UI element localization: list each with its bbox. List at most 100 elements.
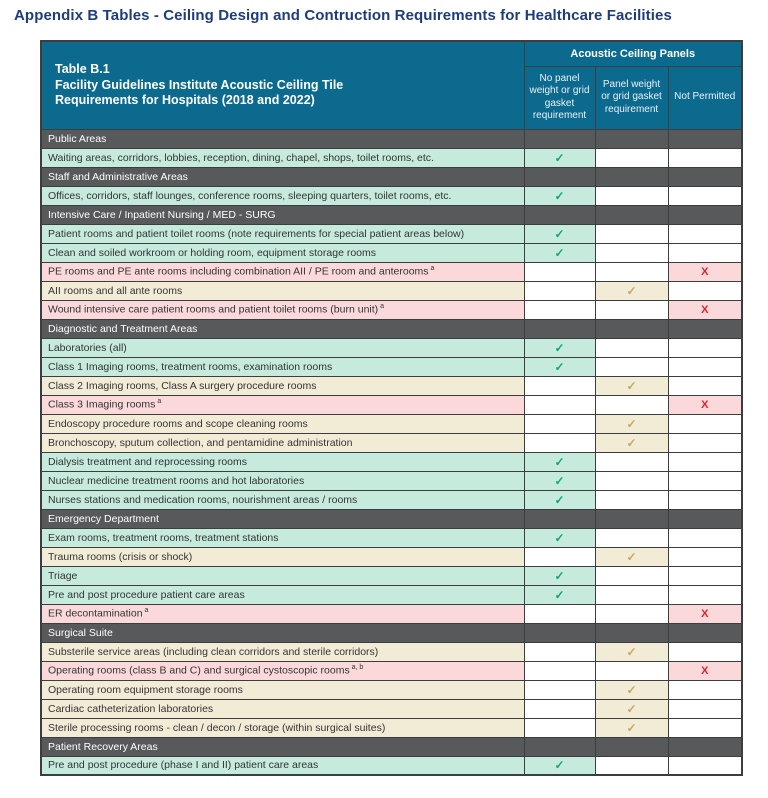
table-row: Exam rooms, treatment rooms, treatment s… — [40, 527, 743, 548]
no-panel-weight-cell — [523, 679, 596, 700]
section-row: Surgical Suite — [40, 622, 743, 643]
checkmark-icon: ✓ — [554, 492, 565, 507]
not-permitted-cell — [667, 280, 743, 301]
table-row: Dialysis treatment and reprocessing room… — [40, 451, 743, 472]
no-panel-weight-cell — [523, 375, 596, 396]
not-permitted-cell — [667, 318, 743, 339]
panel-weight-cell: ✓ — [594, 641, 669, 662]
checkmark-icon: ✓ — [626, 378, 637, 393]
panel-weight-cell — [594, 508, 669, 529]
no-panel-weight-cell: ✓ — [523, 451, 596, 472]
row-label: Class 1 Imaging rooms, treatment rooms, … — [40, 356, 525, 377]
table-row: Triage ✓ — [40, 565, 743, 586]
table-row: Patient rooms and patient toilet rooms (… — [40, 223, 743, 244]
table-title-line1: Facility Guidelines Institute Acoustic C… — [55, 77, 344, 92]
checkmark-icon: ✓ — [554, 758, 565, 773]
no-panel-weight-cell — [523, 698, 596, 719]
not-permitted-cell — [667, 147, 743, 168]
row-label: Endoscopy procedure rooms and scope clea… — [40, 413, 525, 434]
table-row: Nuclear medicine treatment rooms and hot… — [40, 470, 743, 491]
no-panel-weight-cell — [523, 299, 596, 320]
not-permitted-cell — [667, 622, 743, 643]
row-label: Substerile service areas (including clea… — [40, 641, 525, 662]
not-permitted-cell: X — [667, 603, 743, 624]
not-permitted-cell — [667, 565, 743, 586]
panel-weight-cell: ✓ — [594, 717, 669, 738]
row-label: Trauma rooms (crisis or shock) — [40, 546, 525, 567]
table-header-row-1: Table B.1 Facility Guidelines Institute … — [40, 40, 743, 130]
panel-weight-cell — [594, 489, 669, 510]
row-label: Dialysis treatment and reprocessing room… — [40, 451, 525, 472]
panel-weight-cell: ✓ — [594, 679, 669, 700]
section-row: Intensive Care / Inpatient Nursing / MED… — [40, 204, 743, 225]
panel-weight-cell: ✓ — [594, 546, 669, 567]
checkmark-icon: ✓ — [554, 245, 565, 260]
no-panel-weight-cell: ✓ — [523, 755, 596, 776]
x-icon: X — [701, 265, 709, 278]
row-label: Wound intensive care patient rooms and p… — [40, 299, 525, 320]
section-label: Intensive Care / Inpatient Nursing / MED… — [40, 204, 525, 225]
table-row: Substerile service areas (including clea… — [40, 641, 743, 662]
footnote-marker: a — [428, 265, 435, 273]
table-row: Clean and soiled workroom or holding roo… — [40, 242, 743, 263]
no-panel-weight-cell — [523, 280, 596, 301]
panel-weight-cell: ✓ — [594, 280, 669, 301]
checkmark-icon: ✓ — [626, 720, 637, 735]
section-label: Diagnostic and Treatment Areas — [40, 318, 525, 339]
no-panel-weight-cell: ✓ — [523, 527, 596, 548]
table-row: Operating room equipment storage rooms ✓ — [40, 679, 743, 700]
not-permitted-cell — [667, 242, 743, 263]
section-label: Patient Recovery Areas — [40, 736, 525, 757]
section-row: Emergency Department — [40, 508, 743, 529]
not-permitted-cell — [667, 204, 743, 225]
not-permitted-cell — [667, 546, 743, 567]
no-panel-weight-cell: ✓ — [523, 185, 596, 206]
row-label: Operating rooms (class B and C) and surg… — [40, 660, 525, 681]
section-label: Surgical Suite — [40, 622, 525, 643]
no-panel-weight-cell — [523, 166, 596, 187]
row-label: PE rooms and PE ante rooms including com… — [40, 261, 525, 282]
table-row: Operating rooms (class B and C) and surg… — [40, 660, 743, 681]
footnote-marker: a — [142, 607, 149, 615]
not-permitted-cell: X — [667, 299, 743, 320]
table-row: Wound intensive care patient rooms and p… — [40, 299, 743, 320]
no-panel-weight-cell: ✓ — [523, 223, 596, 244]
no-panel-weight-cell — [523, 318, 596, 339]
not-permitted-cell — [667, 375, 743, 396]
not-permitted-cell — [667, 584, 743, 605]
table-row: Waiting areas, corridors, lobbies, recep… — [40, 147, 743, 168]
checkmark-icon: ✓ — [554, 568, 565, 583]
panel-weight-cell — [594, 660, 669, 681]
no-panel-weight-cell — [523, 622, 596, 643]
not-permitted-cell — [667, 736, 743, 757]
not-permitted-cell — [667, 698, 743, 719]
panel-weight-cell: ✓ — [594, 432, 669, 453]
panel-weight-cell — [594, 242, 669, 263]
panel-weight-cell — [594, 166, 669, 187]
row-label: Patient rooms and patient toilet rooms (… — [40, 223, 525, 244]
footnote-marker: a — [378, 303, 384, 311]
no-panel-weight-cell: ✓ — [523, 470, 596, 491]
row-label: ER decontamination a — [40, 603, 525, 624]
checkmark-icon: ✓ — [626, 435, 637, 450]
checkmark-icon: ✓ — [626, 283, 637, 298]
no-panel-weight-cell — [523, 736, 596, 757]
table-row: Nurses stations and medication rooms, no… — [40, 489, 743, 510]
section-row: Diagnostic and Treatment Areas — [40, 318, 743, 339]
no-panel-weight-cell — [523, 603, 596, 624]
row-label: Cardiac catheterization laboratories — [40, 698, 525, 719]
no-panel-weight-cell — [523, 432, 596, 453]
table-row: Offices, corridors, staff lounges, confe… — [40, 185, 743, 206]
row-label: Exam rooms, treatment rooms, treatment s… — [40, 527, 525, 548]
not-permitted-cell: X — [667, 660, 743, 681]
checkmark-icon: ✓ — [554, 340, 565, 355]
row-label: Waiting areas, corridors, lobbies, recep… — [40, 147, 525, 168]
x-icon: X — [701, 303, 709, 316]
section-label: Staff and Administrative Areas — [40, 166, 525, 187]
row-label: Class 2 Imaging rooms, Class A surgery p… — [40, 375, 525, 396]
row-label: Sterile processing rooms - clean / decon… — [40, 717, 525, 738]
checkmark-icon: ✓ — [554, 454, 565, 469]
table-label: Table B.1 — [55, 62, 110, 76]
not-permitted-cell — [667, 489, 743, 510]
